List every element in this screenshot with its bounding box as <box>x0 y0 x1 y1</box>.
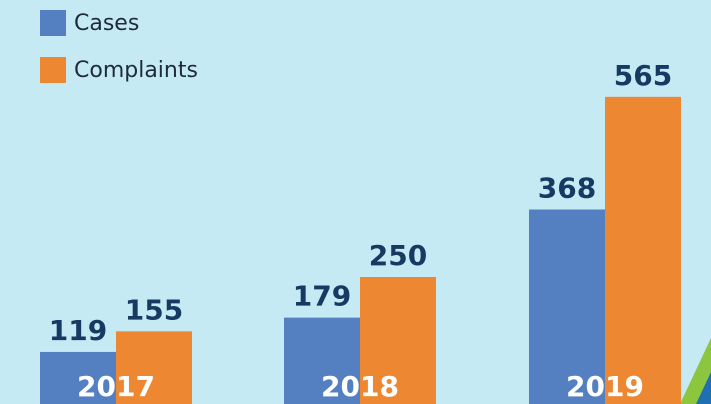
legend-label: Complaints <box>74 58 198 83</box>
x-tick-label: 2018 <box>321 370 399 403</box>
legend-swatch <box>40 57 66 83</box>
value-label: 119 <box>49 314 107 347</box>
x-tick-label: 2019 <box>566 370 644 403</box>
legend-label: Cases <box>74 11 139 36</box>
value-label: 565 <box>614 59 672 92</box>
value-label: 155 <box>125 293 183 326</box>
bar <box>605 97 681 404</box>
legend-swatch <box>40 10 66 36</box>
value-label: 368 <box>538 172 596 205</box>
value-label: 250 <box>369 239 427 272</box>
chart: 119 155 2017 179 250 2018 368 565 2019 Cases Compl… <box>0 0 711 404</box>
x-tick-label: 2017 <box>77 370 155 403</box>
value-label: 179 <box>293 280 351 313</box>
